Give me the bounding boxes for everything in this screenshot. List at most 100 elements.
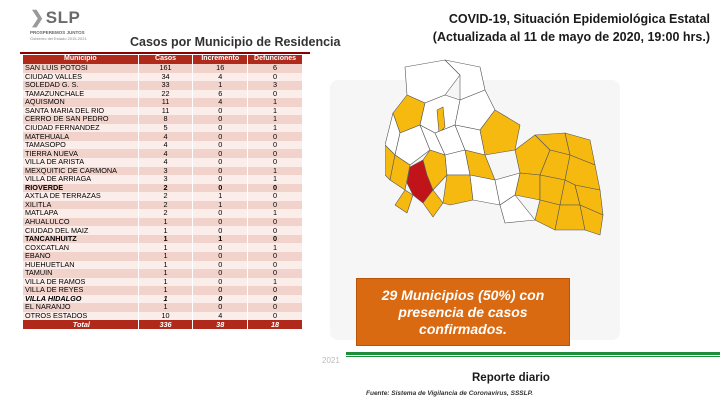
- incremento-cell: 0: [192, 243, 249, 253]
- callout-line-3: confirmados.: [419, 321, 507, 337]
- table-row: MEXQUITIC DE CARMONA 3 0 1: [23, 166, 303, 176]
- table-header-row: Municipio Casos Incremento Defunciones: [23, 55, 303, 64]
- defunciones-cell: 0: [247, 158, 303, 167]
- casos-cell: 11: [138, 106, 194, 116]
- table-row: HUEHUETLAN 1 0 0: [23, 260, 303, 270]
- incremento-cell: 1: [192, 81, 249, 90]
- defunciones-cell: 1: [247, 175, 303, 184]
- casos-cell: 34: [138, 72, 194, 82]
- incremento-cell: 0: [192, 132, 249, 141]
- incremento-cell: 0: [192, 303, 249, 312]
- municipio-cell: TIERRA NUEVA: [23, 149, 139, 159]
- table-title: Casos por Municipio de Residencia: [130, 35, 341, 49]
- municipio-cell: CIUDAD VALLES: [23, 72, 139, 82]
- incremento-cell: 0: [192, 277, 249, 287]
- incremento-cell: 1: [192, 192, 249, 201]
- municipio-cell: SANTA MARIA DEL RIO: [23, 106, 139, 116]
- defunciones-cell: 0: [247, 286, 303, 295]
- casos-cell: 1: [138, 294, 194, 304]
- header-incremento: Incremento: [192, 55, 249, 64]
- mun-southwest-1: [394, 189, 414, 214]
- casos-cell: 2: [138, 209, 194, 218]
- incremento-cell: 6: [192, 89, 249, 99]
- casos-cell: 4: [138, 158, 194, 167]
- callout-line-1: 29 Municipios (50%) con: [381, 287, 545, 303]
- table-row: AQUISMON 11 4 1: [23, 98, 303, 107]
- incremento-cell: 16: [192, 64, 249, 73]
- municipio-cell: VILLA DE REYES: [23, 286, 139, 295]
- municipio-cell: VILLA DE RAMOS: [23, 277, 139, 287]
- table-row: VILLA DE ARISTA 4 0 0: [23, 158, 303, 167]
- table-row: OTROS ESTADOS 10 4 0: [23, 311, 303, 321]
- incremento-cell: 0: [192, 269, 249, 278]
- municipio-cell: TANCANHUITZ: [23, 234, 139, 244]
- defunciones-cell: 1: [247, 243, 303, 253]
- municipio-cell: RIOVERDE: [23, 183, 139, 193]
- municipio-cell: CERRO DE SAN PEDRO: [23, 115, 139, 124]
- casos-cell: 1: [138, 243, 194, 253]
- logo-subtitle: Gobierno del Estado 2015-2021: [30, 36, 87, 41]
- municipio-cell: SOLEDAD G. S.: [23, 81, 139, 90]
- casos-cell: 4: [138, 140, 194, 150]
- table-row: TANCANHUITZ 1 1 0: [23, 234, 303, 244]
- incremento-cell: 4: [192, 311, 249, 321]
- table-row: VILLA HIDALGO 1 0 0: [23, 294, 303, 304]
- defunciones-cell: 0: [247, 234, 303, 244]
- slp-logo: ❯SLP PROSPEREMOS JUNTOS Gobierno del Est…: [30, 8, 110, 44]
- defunciones-cell: 3: [247, 81, 303, 90]
- municipio-cell: HUEHUETLAN: [23, 260, 139, 270]
- incremento-cell: 4: [192, 72, 249, 82]
- casos-cell: 2: [138, 183, 194, 193]
- incremento-cell: 0: [192, 166, 249, 176]
- mun-ciudad-del-maiz: [479, 109, 521, 156]
- table-row: CIUDAD FERNANDEZ 5 0 1: [23, 123, 303, 133]
- municipio-cell: TAMASOPO: [23, 140, 139, 150]
- table-row: TIERRA NUEVA 4 0 0: [23, 149, 303, 159]
- page-subtitle: (Actualizada al 11 de mayo de 2020, 19:0…: [432, 30, 710, 44]
- municipio-cell: TAMAZUNCHALE: [23, 89, 139, 99]
- municipio-cell: COXCATLAN: [23, 243, 139, 253]
- defunciones-cell: 0: [247, 72, 303, 82]
- incremento-cell: 1: [192, 234, 249, 244]
- casos-cell: 1: [138, 269, 194, 278]
- defunciones-cell: 0: [247, 192, 303, 201]
- defunciones-cell: 1: [247, 166, 303, 176]
- table-row: VILLA DE REYES 1 0 0: [23, 286, 303, 295]
- total-incremento: 38: [192, 320, 249, 329]
- table-row: TAMUIN 1 0 0: [23, 269, 303, 278]
- incremento-cell: 0: [192, 175, 249, 184]
- table-row: CERRO DE SAN PEDRO 8 0 1: [23, 115, 303, 124]
- casos-cell: 4: [138, 132, 194, 141]
- mun-matehuala: [436, 106, 446, 134]
- municipio-cell: MEXQUITIC DE CARMONA: [23, 166, 139, 176]
- defunciones-cell: 0: [247, 260, 303, 270]
- defunciones-cell: 0: [247, 140, 303, 150]
- incremento-cell: 0: [192, 158, 249, 167]
- incremento-cell: 0: [192, 252, 249, 261]
- report-label: Reporte diario: [472, 372, 550, 384]
- defunciones-cell: 0: [247, 149, 303, 159]
- incremento-cell: 0: [192, 115, 249, 124]
- defunciones-cell: 1: [247, 98, 303, 107]
- casos-cell: 10: [138, 311, 194, 321]
- municipio-cell: CIUDAD FERNANDEZ: [23, 123, 139, 133]
- defunciones-cell: 1: [247, 277, 303, 287]
- defunciones-cell: 1: [247, 123, 303, 133]
- defunciones-cell: 0: [247, 183, 303, 193]
- incremento-cell: 0: [192, 260, 249, 270]
- casos-cell: 161: [138, 64, 194, 73]
- mun-tamazunchale: [579, 204, 604, 236]
- defunciones-cell: 0: [247, 200, 303, 210]
- defunciones-cell: 0: [247, 89, 303, 99]
- table-row: TAMASOPO 4 0 0: [23, 140, 303, 150]
- table-row: AXTLA DE TERRAZAS 2 1 0: [23, 192, 303, 201]
- casos-cell: 1: [138, 286, 194, 295]
- casos-cell: 1: [138, 234, 194, 244]
- municipio-cell: EBANO: [23, 252, 139, 261]
- table-row: CIUDAD VALLES 34 4 0: [23, 72, 303, 82]
- municipio-cell: EL NARANJO: [23, 303, 139, 312]
- incremento-cell: 0: [192, 226, 249, 235]
- table-row: TAMAZUNCHALE 22 6 0: [23, 89, 303, 99]
- casos-cell: 1: [138, 252, 194, 261]
- table-row: RIOVERDE 2 0 0: [23, 183, 303, 193]
